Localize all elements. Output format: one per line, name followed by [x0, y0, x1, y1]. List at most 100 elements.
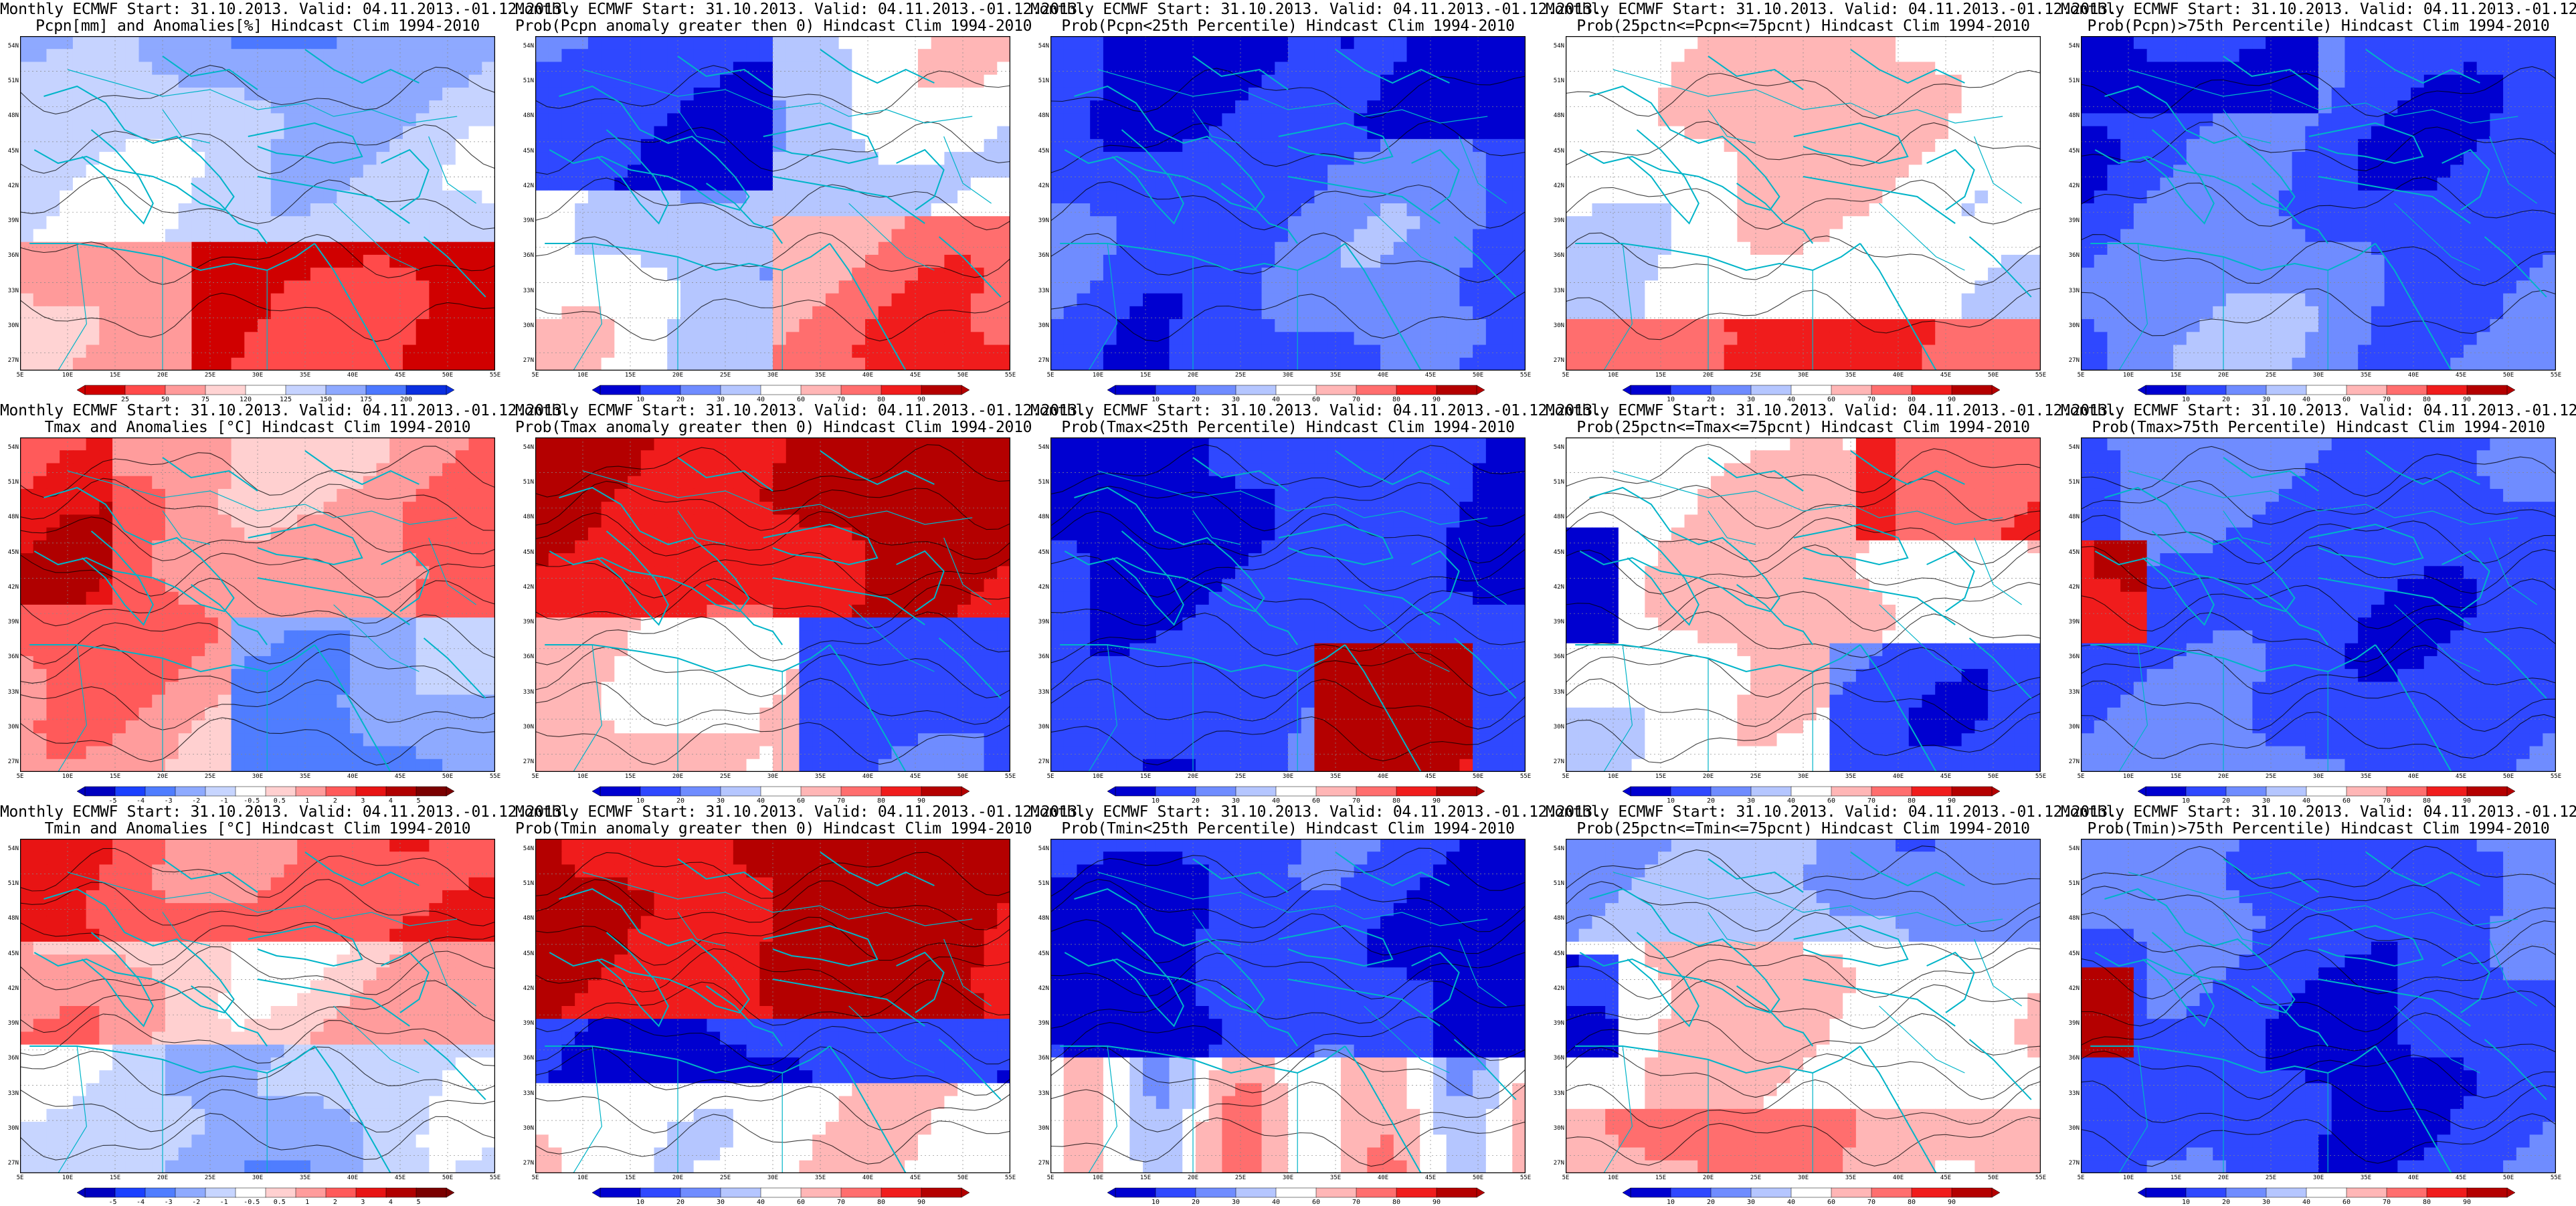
field-cell: [2213, 319, 2226, 332]
field-cell: [1064, 178, 1077, 191]
field-cell: [641, 255, 654, 268]
field-cell: [1420, 36, 1433, 49]
field-cell: [46, 229, 60, 242]
field-cell: [1367, 345, 1380, 359]
field-cell: [2107, 203, 2120, 217]
field-cell: [1196, 62, 1209, 75]
field-cell: [456, 306, 469, 320]
field-cell: [1447, 49, 1460, 62]
field-cell: [403, 242, 416, 256]
field-cell: [1327, 203, 1341, 217]
field-cell: [1182, 229, 1196, 242]
field-cell: [377, 126, 390, 140]
field-cell: [865, 229, 879, 242]
field-cell: [1922, 216, 1936, 229]
field-cell: [429, 88, 442, 101]
field-cell: [667, 242, 680, 256]
field-cell: [1486, 165, 1499, 178]
field-cell: [1777, 319, 1790, 332]
field-cell: [1262, 358, 1275, 371]
field-cell: [1750, 126, 1764, 140]
field-cell: [1711, 165, 1724, 178]
field-cell: [1249, 100, 1262, 114]
field-cell: [759, 178, 773, 191]
field-cell: [2332, 242, 2345, 256]
field-cell: [786, 216, 800, 229]
lat-tick-label: 27N: [519, 357, 534, 364]
field-cell: [1262, 229, 1275, 242]
colorbar-arrow-high: [1992, 385, 2000, 395]
field-cell: [1380, 294, 1394, 307]
colorbar-segment: [1711, 385, 1752, 395]
field-cell: [971, 88, 984, 101]
field-cell: [628, 280, 641, 294]
field-cell: [1566, 36, 1579, 49]
field-cell: [984, 88, 998, 101]
field-cell: [1275, 178, 1288, 191]
field-cell: [139, 345, 153, 359]
field-cell: [1697, 332, 1711, 345]
field-cell: [2200, 139, 2213, 153]
field-cell: [575, 229, 588, 242]
field-cell: [271, 62, 284, 75]
field-cell: [549, 203, 562, 217]
field-cell: [2027, 242, 2041, 256]
field-cell: [971, 62, 984, 75]
field-cell: [2332, 62, 2345, 75]
field-cell: [2015, 36, 2028, 49]
field-cell: [1262, 113, 1275, 126]
field-cell: [1249, 216, 1262, 229]
field-cell: [1592, 191, 1605, 204]
field-cell: [1619, 88, 1632, 101]
field-cell: [1988, 191, 2001, 204]
field-cell: [46, 332, 60, 345]
field-cell: [1407, 294, 1420, 307]
field-cell: [628, 345, 641, 359]
field-cell: [1235, 229, 1249, 242]
field-cell: [2001, 319, 2015, 332]
field-cell: [2543, 178, 2556, 191]
field-cell: [1064, 191, 1077, 204]
field-cell: [720, 332, 733, 345]
field-cell: [284, 242, 297, 256]
field-cell: [218, 36, 232, 49]
field-cell: [799, 268, 812, 281]
field-cell: [1671, 242, 1685, 256]
field-cell: [1301, 49, 1315, 62]
field-cell: [2120, 229, 2134, 242]
field-cell: [759, 242, 773, 256]
field-cell: [1394, 191, 1407, 204]
field-cell: [1790, 319, 1803, 332]
field-cell: [363, 255, 377, 268]
field-cell: [1579, 75, 1592, 88]
field-cell: [1790, 178, 1803, 191]
field-cell: [152, 358, 165, 371]
panel-subtitle: Prob(Pcpn)>75th Percentile) Hindcast Cli…: [2061, 18, 2576, 34]
field-cell: [139, 358, 153, 371]
field-cell: [1380, 165, 1394, 178]
field-cell: [46, 178, 60, 191]
field-cell: [1829, 216, 1843, 229]
field-cell: [1790, 88, 1803, 101]
field-cell: [1222, 332, 1235, 345]
field-cell: [1829, 62, 1843, 75]
field-cell: [2027, 75, 2041, 88]
field-cell: [324, 294, 337, 307]
colorbar-arrow-high: [1477, 385, 1485, 395]
field-cell: [1645, 358, 1658, 371]
field-cell: [377, 229, 390, 242]
field-cell: [403, 165, 416, 178]
field-cell: [614, 345, 628, 359]
field-cell: [2187, 294, 2200, 307]
field-cell: [456, 126, 469, 140]
field-cell: [747, 139, 760, 153]
field-cell: [747, 242, 760, 256]
field-cell: [46, 100, 60, 114]
field-cell: [1222, 36, 1235, 49]
field-cell: [1566, 178, 1579, 191]
field-cell: [680, 242, 694, 256]
field-cell: [1882, 165, 1896, 178]
field-cell: [1737, 242, 1750, 256]
colorbar-segment: [1631, 385, 1671, 395]
field-cell: [152, 216, 165, 229]
